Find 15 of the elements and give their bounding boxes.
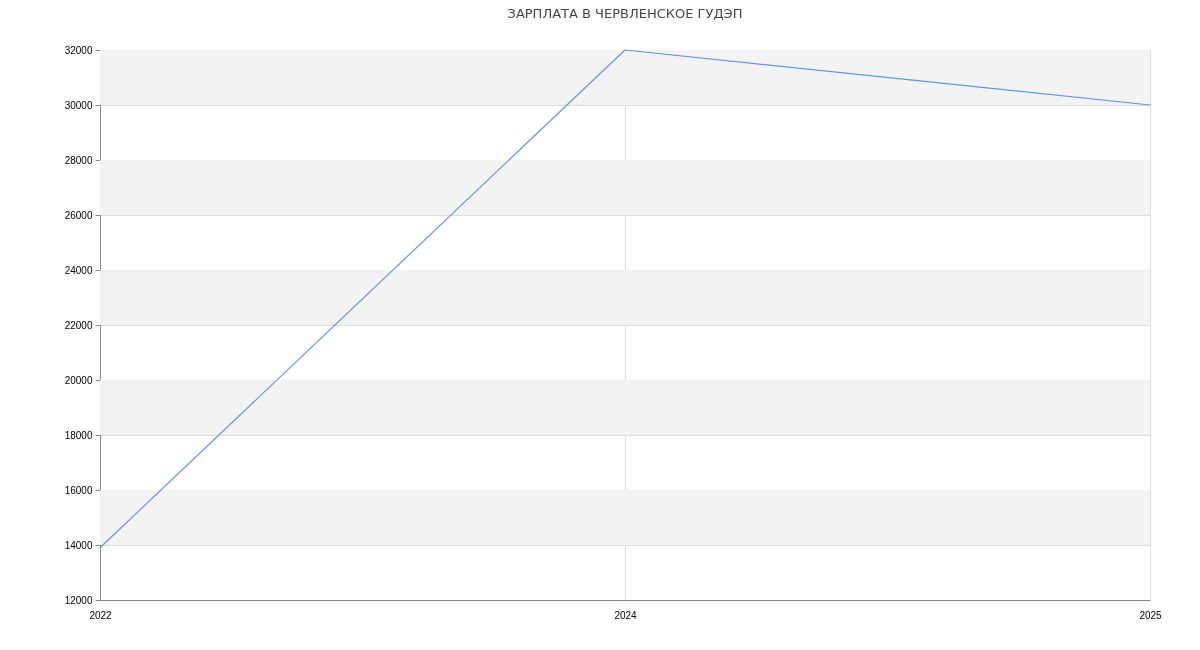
x-tick-label: 2022: [89, 609, 113, 621]
y-tick-label: 26000: [64, 209, 93, 221]
y-tick-label: 18000: [64, 429, 93, 441]
x-tick-label: 2024: [614, 609, 638, 621]
y-tick-label: 20000: [64, 374, 93, 386]
y-tick-label: 14000: [64, 539, 93, 551]
y-tick-label: 24000: [64, 264, 93, 276]
y-tick-label: 28000: [64, 154, 93, 166]
y-tick-label: 30000: [64, 99, 93, 111]
chart-title: ЗАРПЛАТА В ЧЕРВЛЕНСКОЕ ГУДЭП: [507, 6, 743, 21]
y-tick-label: 22000: [64, 319, 93, 331]
x-tick-label: 2025: [1139, 609, 1163, 621]
y-tick-label: 32000: [64, 44, 93, 56]
y-tick-label: 16000: [64, 484, 93, 496]
y-tick-label: 12000: [64, 594, 93, 606]
